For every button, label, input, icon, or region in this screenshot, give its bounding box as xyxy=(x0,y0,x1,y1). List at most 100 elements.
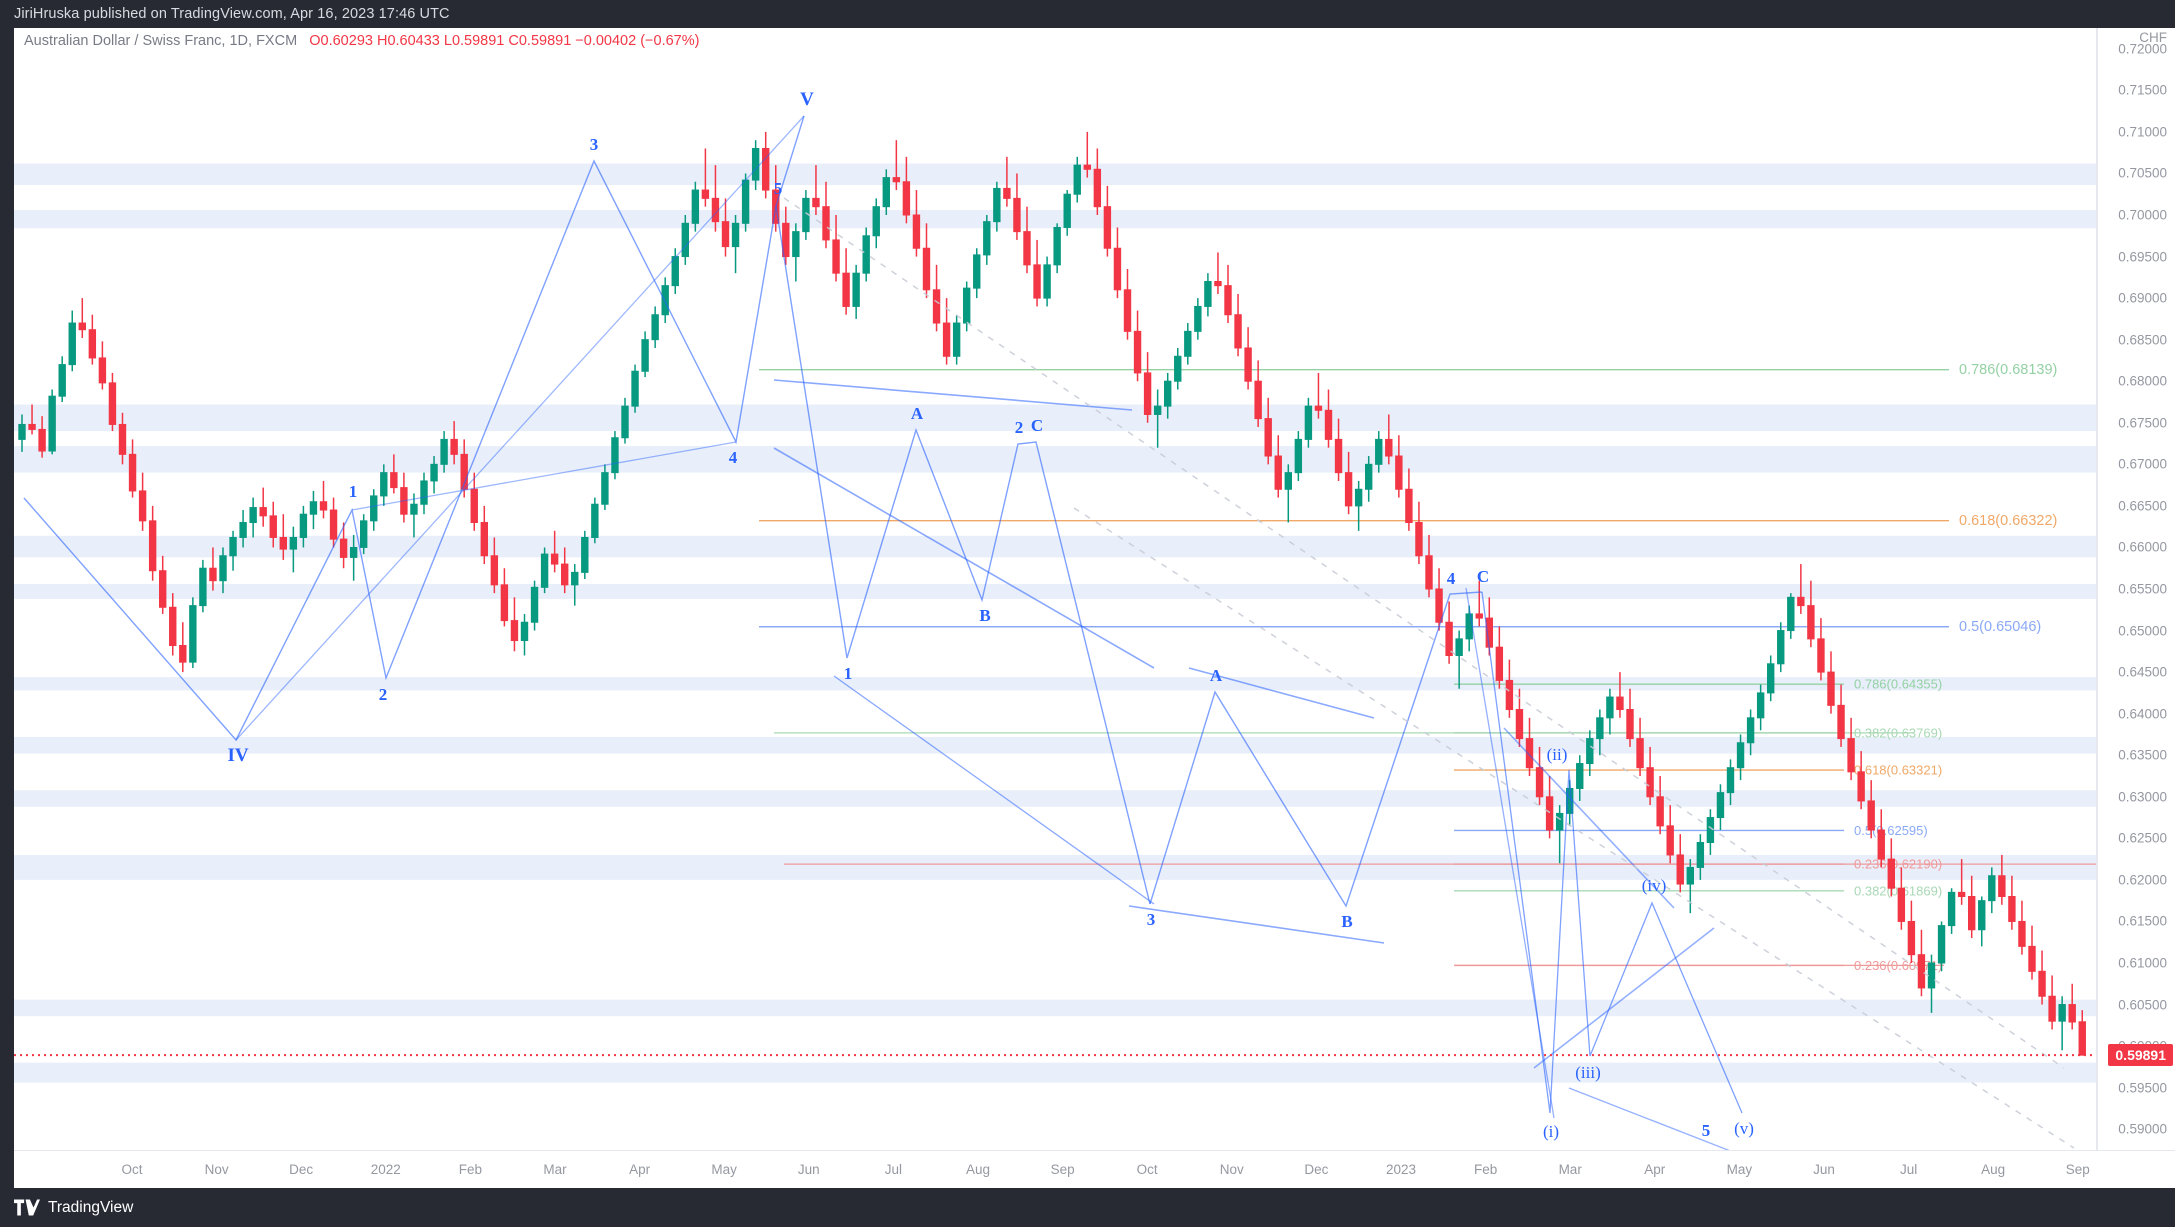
legend-symbol: Australian Dollar / Swiss Franc, 1D, FXC… xyxy=(24,33,298,49)
legend-ohlc: O0.60293 H0.60433 L0.59891 C0.59891 −0.0… xyxy=(309,33,700,49)
candle-body xyxy=(1405,488,1413,524)
candle-body xyxy=(832,239,840,274)
price-zone-band xyxy=(14,736,2097,754)
candle-body xyxy=(1003,187,1011,199)
candle-body xyxy=(450,438,458,455)
candle-body xyxy=(1505,679,1514,711)
elliott-wave-line xyxy=(1188,667,1375,719)
candle-body xyxy=(1515,709,1524,740)
candle-body xyxy=(1093,168,1102,208)
chart-plot-area[interactable]: 0.786(0.68139) 0.618(0.66322) 0.5(0.65046)… xyxy=(14,28,2097,1150)
candle-body xyxy=(1907,920,1916,956)
candle-body xyxy=(892,177,901,183)
price-tick: 0.67000 xyxy=(2118,456,2167,472)
current-price-badge: 0.59891 xyxy=(2108,1044,2173,1067)
candle-body xyxy=(98,357,107,384)
candle-body xyxy=(1385,438,1393,457)
candle-body xyxy=(1304,405,1313,440)
candle-body xyxy=(1073,164,1081,195)
elliott-wave-line xyxy=(23,115,805,742)
time-axis[interactable]: Oct Nov Dec 2022 Feb Mar Apr May Jun Jul Aug Sep Oct… xyxy=(14,1150,2175,1188)
price-axis[interactable]: CHF 0.59891 0.72000 0.71500 0.71000 0.70500… xyxy=(2097,28,2175,1188)
wave-label: A xyxy=(910,404,924,423)
wave-label: 5 xyxy=(1701,1121,1711,1140)
elliott-wave-line xyxy=(235,115,805,741)
price-tick: 0.64500 xyxy=(2118,664,2167,680)
time-tick: Apr xyxy=(1644,1162,1666,1177)
candle-body xyxy=(550,553,559,565)
chart-frame[interactable]: 0.786(0.68139) 0.618(0.66322) 0.5(0.65046)… xyxy=(14,28,2175,1188)
candle-body xyxy=(1153,405,1162,415)
candle-body xyxy=(2058,1004,2066,1022)
candle-body xyxy=(1847,738,1855,773)
candle-body xyxy=(1867,800,1875,831)
time-tick: 2023 xyxy=(1385,1162,1417,1177)
candle-body xyxy=(872,206,880,237)
wave-label: C xyxy=(1030,416,1044,435)
candle-body xyxy=(1274,455,1282,490)
fib-label: 0.786(0.68139) xyxy=(1959,362,2057,378)
candle-body xyxy=(189,605,197,663)
candle-body xyxy=(520,621,529,642)
candle-body xyxy=(631,370,639,407)
candle-body xyxy=(1053,226,1061,266)
candle-body xyxy=(1415,522,1423,557)
elliott-wave-line xyxy=(1149,591,1483,908)
candle-body xyxy=(1214,280,1222,287)
elliott-wave-line xyxy=(1128,905,1385,944)
frame-left-border xyxy=(0,28,14,1188)
elliott-wave-line xyxy=(1503,727,1675,909)
candle-body xyxy=(611,437,619,474)
wave-label: (ii) xyxy=(1546,745,1568,764)
price-zone-band xyxy=(14,790,2097,807)
candle-body xyxy=(1103,206,1112,249)
candle-body xyxy=(691,189,700,224)
tradingview-logo-icon[interactable] xyxy=(14,1199,40,1216)
candle-body xyxy=(1204,280,1212,307)
candle-body xyxy=(249,507,257,524)
candle-body xyxy=(1354,488,1363,507)
elliott-wave-line xyxy=(351,441,737,511)
candle-body xyxy=(1937,925,1946,964)
candle-body xyxy=(1334,438,1343,474)
candle-body xyxy=(1375,438,1383,465)
time-tick: Jul xyxy=(884,1162,903,1177)
candle-body xyxy=(952,322,961,357)
candle-body xyxy=(1998,875,2006,898)
candle-body xyxy=(1143,372,1152,415)
candle-body xyxy=(1817,638,1825,673)
time-tick: Oct xyxy=(1136,1162,1158,1177)
candle-body xyxy=(420,480,428,505)
price-tick: 0.67500 xyxy=(2118,415,2167,431)
candle-body xyxy=(1284,472,1292,490)
candle-body xyxy=(370,495,378,522)
candle-body xyxy=(199,567,207,607)
candle-body xyxy=(842,272,850,307)
time-tick: Sep xyxy=(1050,1162,1075,1177)
price-tick: 0.59500 xyxy=(2118,1080,2167,1096)
candle-body xyxy=(360,520,368,548)
time-tick: Jun xyxy=(1813,1162,1835,1177)
price-tick: 0.71500 xyxy=(2118,82,2167,98)
candle-body xyxy=(1777,630,1785,665)
candle-body xyxy=(1535,767,1544,798)
wave-label: (i) xyxy=(1542,1122,1560,1141)
candle-body xyxy=(229,536,237,557)
candle-body xyxy=(1837,704,1845,740)
price-tick: 0.63500 xyxy=(2118,747,2167,763)
candle-body xyxy=(118,423,127,455)
candle-body xyxy=(1756,692,1765,719)
time-tick: Sep xyxy=(2065,1162,2090,1177)
time-tick: Oct xyxy=(121,1162,143,1177)
time-tick: May xyxy=(711,1162,737,1177)
price-tick: 0.70500 xyxy=(2118,165,2167,181)
axis-divider xyxy=(2096,28,2097,1150)
wave-label: 2 xyxy=(1014,418,1024,437)
price-tick: 0.65000 xyxy=(2118,623,2167,639)
elliott-wave-line xyxy=(1465,587,1555,1119)
candle-body xyxy=(2028,945,2036,972)
candle-body xyxy=(400,487,408,515)
time-tick: Jun xyxy=(797,1162,820,1177)
publish-text: JiriHruska published on TradingView.com,… xyxy=(14,6,450,22)
candle-body xyxy=(993,187,1001,223)
